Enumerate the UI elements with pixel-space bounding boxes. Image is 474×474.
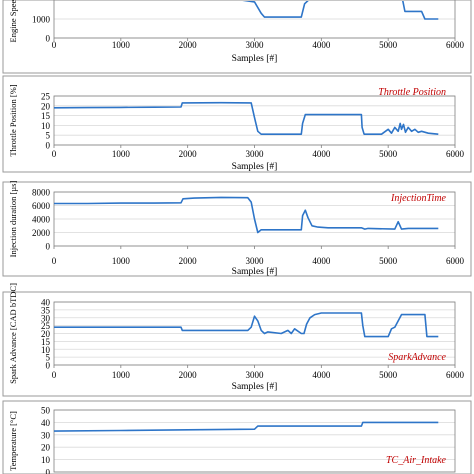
y-axis-label: Throttle Position [%] [8, 84, 18, 156]
x-tick-label: 0 [52, 370, 57, 380]
x-tick-label: 1000 [112, 40, 131, 50]
data-series-line [242, 1, 439, 20]
x-axis-label: Samples [#] [232, 267, 278, 277]
panel-title: TC_Air_Intake [386, 455, 447, 466]
panel-frame [2, 291, 472, 397]
y-tick-label: 8000 [32, 188, 51, 198]
data-series-line [54, 421, 439, 432]
panel-frame [2, 400, 472, 474]
y-tick-label: 50 [41, 406, 51, 416]
y-axis-label: Spark Advance [CAD bTDC] [8, 283, 18, 384]
x-axis-label: Samples [#] [232, 382, 278, 392]
y-tick-label: 1000 [32, 15, 51, 25]
y-tick-label: 30 [41, 430, 51, 440]
x-tick-label: 1000 [112, 256, 131, 266]
x-tick-label: 0 [52, 149, 57, 159]
data-series-line [54, 312, 439, 338]
x-tick-label: 2000 [179, 256, 198, 266]
x-axis-label: Samples [#] [232, 162, 278, 172]
y-tick-label: 15 [41, 111, 51, 121]
x-tick-label: 5000 [379, 149, 398, 159]
x-tick-label: 0 [52, 256, 57, 266]
y-tick-label: 10 [41, 455, 51, 465]
x-tick-label: 2000 [179, 149, 198, 159]
y-tick-label: 20 [41, 443, 51, 453]
y-tick-label: 0 [46, 468, 51, 474]
y-tick-label: 6000 [32, 201, 51, 211]
x-tick-label: 3000 [246, 149, 265, 159]
y-tick-label: 35 [41, 305, 51, 315]
x-axis-label: Samples [#] [232, 54, 278, 64]
y-axis-label: Engine Speed [8, 0, 18, 42]
y-tick-label: 0 [46, 242, 51, 252]
y-tick-label: 20 [41, 329, 51, 339]
panel-title: Throttle Position [378, 87, 446, 98]
x-tick-label: 0 [52, 40, 57, 50]
y-tick-label: 15 [41, 337, 51, 347]
y-tick-label: 40 [41, 298, 51, 308]
x-tick-label: 2000 [179, 40, 198, 50]
x-tick-label: 4000 [312, 40, 331, 50]
chart-panel-3: 8000 6000 4000 2000 00 1000 2000 3000 4000 5000 60… [2, 181, 472, 277]
y-axis-label: Temperature [°C] [8, 411, 18, 471]
x-tick-label: 5000 [379, 256, 398, 266]
y-tick-label: 25 [41, 92, 51, 102]
x-tick-label: 5000 [379, 370, 398, 380]
y-tick-label: 0 [46, 141, 51, 151]
panel-frame [2, 75, 472, 173]
x-tick-label: 5000 [379, 40, 398, 50]
plot-area-border [53, 409, 456, 473]
x-tick-label: 2000 [179, 370, 198, 380]
panel-title: SparkAdvance [388, 352, 446, 363]
y-tick-label: 5 [46, 131, 51, 141]
data-series-line [54, 196, 439, 234]
data-series-line [54, 101, 439, 135]
x-tick-label: 4000 [312, 149, 331, 159]
y-tick-label: 0 [46, 361, 51, 371]
chart-panel-1: 1000 00 1000 2000 3000 4000 5000 6000 Samples [#… [2, 0, 472, 74]
y-tick-label: 5 [46, 353, 51, 363]
y-tick-label: 2000 [32, 228, 51, 238]
x-tick-label: 3000 [246, 256, 265, 266]
x-tick-label: 1000 [112, 149, 131, 159]
y-tick-label: 40 [41, 418, 51, 428]
y-axis-label: Injection duration [µs] [8, 181, 18, 258]
x-tick-label: 4000 [312, 370, 331, 380]
x-tick-label: 1000 [112, 370, 131, 380]
y-tick-label: 4000 [32, 215, 51, 225]
y-tick-label: 20 [41, 101, 51, 111]
chart-panel-5: 50 40 30 20 10 0 Temperature [°C] TC_Air_Intake [2, 400, 472, 474]
y-tick-label: 0 [46, 34, 51, 44]
y-tick-label: 30 [41, 313, 51, 323]
y-tick-label: 10 [41, 345, 51, 355]
y-tick-label: 25 [41, 321, 51, 331]
x-tick-label: 4000 [312, 256, 331, 266]
x-tick-label: 6000 [446, 256, 465, 266]
y-tick-label: 10 [41, 121, 51, 131]
x-tick-label: 3000 [246, 40, 265, 50]
panel-title: InjectionTime [390, 193, 447, 204]
x-tick-label: 6000 [446, 370, 465, 380]
x-tick-label: 6000 [446, 40, 465, 50]
panel-frame [2, 0, 472, 74]
x-tick-label: 3000 [246, 370, 265, 380]
x-tick-label: 6000 [446, 149, 465, 159]
